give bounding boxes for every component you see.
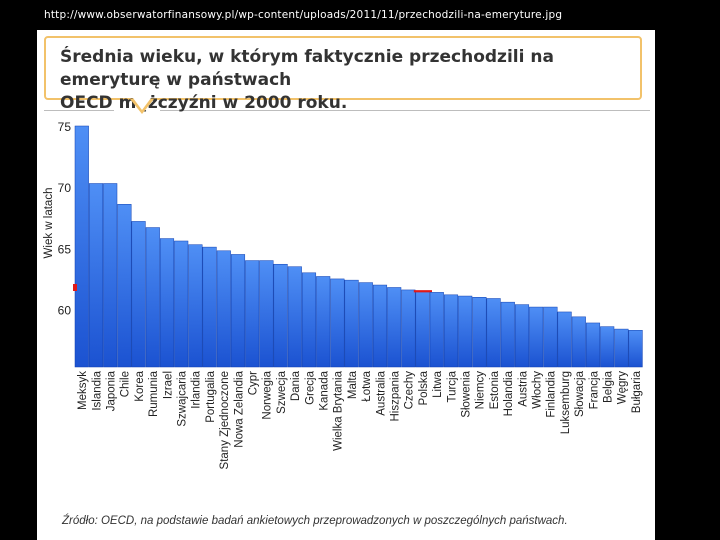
x-tick-label: Meksyk — [77, 371, 89, 410]
x-tick-label: Wielka Brytania — [333, 370, 345, 450]
x-tick-label: Grecja — [304, 370, 316, 404]
x-tick-label: Portugalia — [205, 370, 217, 422]
source-url: http://www.obserwatorfinansowy.pl/wp-con… — [44, 9, 563, 21]
bar — [401, 289, 416, 368]
bar — [202, 246, 217, 368]
x-tick-label: Polska — [418, 370, 430, 405]
bar — [472, 297, 487, 368]
bar — [529, 306, 544, 368]
x-tick-label: Szwecja — [276, 370, 288, 413]
bar — [628, 330, 643, 368]
x-tick-label: Norwegia — [262, 370, 274, 419]
bar — [387, 287, 402, 368]
x-tick-label: Korea — [134, 370, 146, 401]
x-tick-label: Stany Zjednoczone — [219, 371, 231, 469]
x-tick-label: Litwa — [432, 370, 444, 397]
x-tick-label: Włochy — [532, 371, 544, 409]
bar — [429, 292, 444, 368]
x-tick-label: Estonia — [489, 370, 501, 409]
x-tick-label: Nowa Zelandia — [233, 370, 245, 447]
bar — [188, 244, 203, 368]
y-tick-label: 60 — [58, 304, 72, 318]
bar — [103, 183, 118, 368]
y-axis-title: Wiek w latach — [43, 188, 55, 259]
bar — [614, 328, 629, 368]
x-tick-label: Austria — [517, 370, 529, 406]
bar — [301, 272, 317, 368]
x-tick-label: Słowenia — [461, 370, 473, 417]
x-tick-label: Cypr — [248, 371, 260, 395]
bar — [543, 306, 558, 368]
bar — [131, 221, 146, 368]
x-tick-label: Czechy — [404, 371, 416, 410]
x-tick-label: Holandia — [503, 370, 515, 416]
bar — [159, 238, 175, 368]
bar — [287, 266, 302, 368]
bar — [514, 304, 530, 368]
callout-tail-fill — [133, 98, 151, 110]
bar — [557, 311, 572, 368]
x-tick-label: Belgia — [603, 370, 615, 403]
bar — [443, 294, 459, 368]
x-tick-label: Chile — [120, 371, 132, 397]
x-tick-label: Bułgaria — [631, 370, 643, 413]
x-tick-label: Izrael — [162, 371, 174, 399]
x-tick-label: Turcja — [446, 370, 458, 402]
bar — [458, 295, 473, 368]
left-red-marker — [73, 284, 77, 291]
x-tick-label: Szwajcaria — [177, 370, 189, 426]
bar — [216, 250, 231, 368]
x-tick-label: Kanada — [319, 370, 331, 410]
bar — [174, 240, 189, 368]
bar — [88, 183, 104, 368]
bar — [358, 282, 373, 368]
x-tick-label: Finlandia — [546, 370, 558, 417]
y-tick-label: 70 — [58, 181, 72, 195]
x-tick-label: Islandia — [91, 370, 103, 410]
x-tick-label: Węgry — [617, 371, 629, 404]
highlight-marker — [413, 290, 432, 293]
bar — [486, 298, 501, 368]
bar — [415, 290, 430, 368]
bar — [117, 204, 132, 368]
x-tick-label: Francja — [588, 370, 600, 409]
x-tick-label: Łotwa — [361, 370, 373, 401]
bar — [330, 278, 345, 368]
chart-title-line-1: Średnia wieku, w którym faktycznie przec… — [60, 47, 554, 90]
y-tick-label: 75 — [58, 120, 72, 134]
title-callout: Średnia wieku, w którym faktycznie przec… — [44, 36, 642, 113]
bar — [316, 276, 331, 368]
bar — [585, 322, 601, 368]
y-tick-label: 65 — [58, 242, 72, 256]
x-tick-label: Słowacja — [574, 370, 586, 417]
x-tick-label: Japonia — [106, 370, 118, 411]
bar — [145, 227, 160, 368]
x-tick-label: Malta — [347, 370, 359, 399]
x-tick-label: Niemcy — [475, 371, 487, 410]
source-note: Źródło: OECD, na podstawie badań ankieto… — [62, 515, 568, 527]
bar — [230, 254, 246, 368]
bar — [500, 301, 515, 368]
bar — [372, 284, 388, 368]
x-tick-label: Irlandia — [191, 370, 203, 408]
bar — [273, 263, 288, 368]
bar — [600, 326, 615, 368]
bar — [571, 316, 586, 368]
bar — [259, 260, 274, 368]
x-tick-label: Luksemburg — [560, 371, 572, 434]
x-tick-label: Hiszpania — [390, 370, 402, 421]
divider-left — [44, 110, 114, 111]
bar — [344, 279, 359, 368]
bar-chart: Wiek w latach 60 65 70 75 Meksyk Islandia Japon… — [43, 120, 643, 469]
bar — [245, 260, 260, 368]
x-tick-label: Rumunia — [148, 370, 160, 417]
bar — [74, 125, 89, 368]
x-tick-label: Dania — [290, 370, 302, 401]
x-tick-label: Australia — [375, 370, 387, 415]
divider-right — [160, 110, 650, 111]
